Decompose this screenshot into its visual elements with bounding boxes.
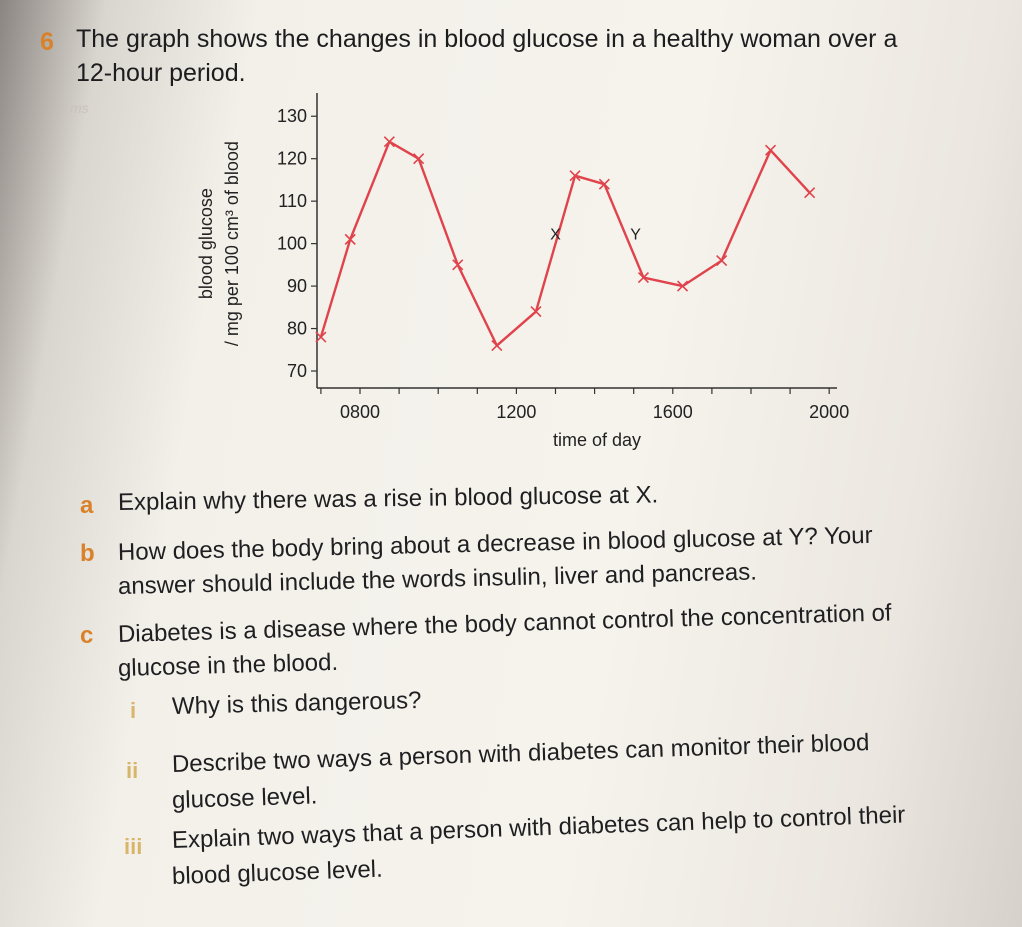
- annotation-y: Y: [630, 226, 641, 243]
- part-a-text: Explain why there was a rise in blood gl…: [117, 481, 659, 516]
- data-point-marker: [764, 144, 777, 156]
- data-point-marker: [676, 280, 689, 292]
- data-point-marker: [530, 305, 542, 318]
- data-point-marker: [637, 272, 650, 284]
- part-c-ii-number: ii: [126, 758, 139, 783]
- faded-mark: ms: [70, 100, 89, 116]
- x-axis-title: time of day: [553, 430, 641, 450]
- part-b-letter: b: [80, 540, 95, 567]
- y-tick-label: 110: [278, 191, 307, 211]
- part-c-ii-text-line2: glucose level.: [171, 782, 318, 814]
- part-c-i-number: i: [130, 698, 137, 723]
- x-tick-label: 2000: [809, 402, 849, 422]
- y-tick-label: 80: [287, 319, 307, 339]
- part-c-ii-text-line1: Describe two ways a person with diabetes…: [171, 729, 870, 778]
- data-point-marker: [383, 136, 395, 148]
- part-c-iii-text-line2: blood glucose level.: [171, 855, 384, 890]
- data-point-marker: [716, 255, 728, 267]
- y-tick-label: 100: [277, 234, 307, 254]
- question-text-line1: The graph shows the changes in blood glu…: [76, 25, 898, 53]
- data-point-marker: [413, 153, 425, 165]
- part-c-letter: c: [80, 622, 94, 649]
- data-point-marker: [804, 187, 816, 199]
- y-axis-title-line2: / mg per 100 cm³ of blood: [222, 141, 242, 346]
- data-point-marker: [598, 178, 610, 190]
- x-tick-label: 1200: [496, 402, 536, 422]
- data-point-marker: [315, 331, 327, 343]
- x-tick-label: 0800: [340, 402, 380, 422]
- y-tick-label: 90: [287, 276, 307, 296]
- part-c-i-text: Why is this dangerous?: [171, 686, 422, 720]
- blood-glucose-chart: 70 80 90 100 110 120 130 0800 1200 1600 2000 time o…: [196, 93, 849, 450]
- y-tick-label: 130: [277, 106, 307, 126]
- y-tick-label: 70: [287, 361, 307, 381]
- question-number: 6: [40, 28, 54, 56]
- y-axis-title-line1: blood glucose: [196, 188, 216, 299]
- y-tick-label: 120: [277, 149, 307, 169]
- data-point-marker: [569, 170, 581, 182]
- part-b-text-line1: How does the body bring about a decrease…: [117, 521, 873, 566]
- x-tick-label: 1600: [653, 402, 693, 422]
- glucose-series-line: [319, 140, 811, 347]
- data-point-marker: [344, 233, 356, 245]
- data-point-marker: [452, 259, 464, 271]
- part-c-text-line2: glucose in the blood.: [117, 648, 339, 682]
- data-point-marker: [491, 339, 503, 352]
- part-a-letter: a: [80, 492, 94, 519]
- annotation-x: X: [550, 226, 561, 243]
- part-c-iii-number: iii: [124, 834, 143, 859]
- question-text-line2: 12-hour period.: [76, 59, 246, 87]
- part-c-text-line1: Diabetes is a disease where the body can…: [117, 599, 892, 648]
